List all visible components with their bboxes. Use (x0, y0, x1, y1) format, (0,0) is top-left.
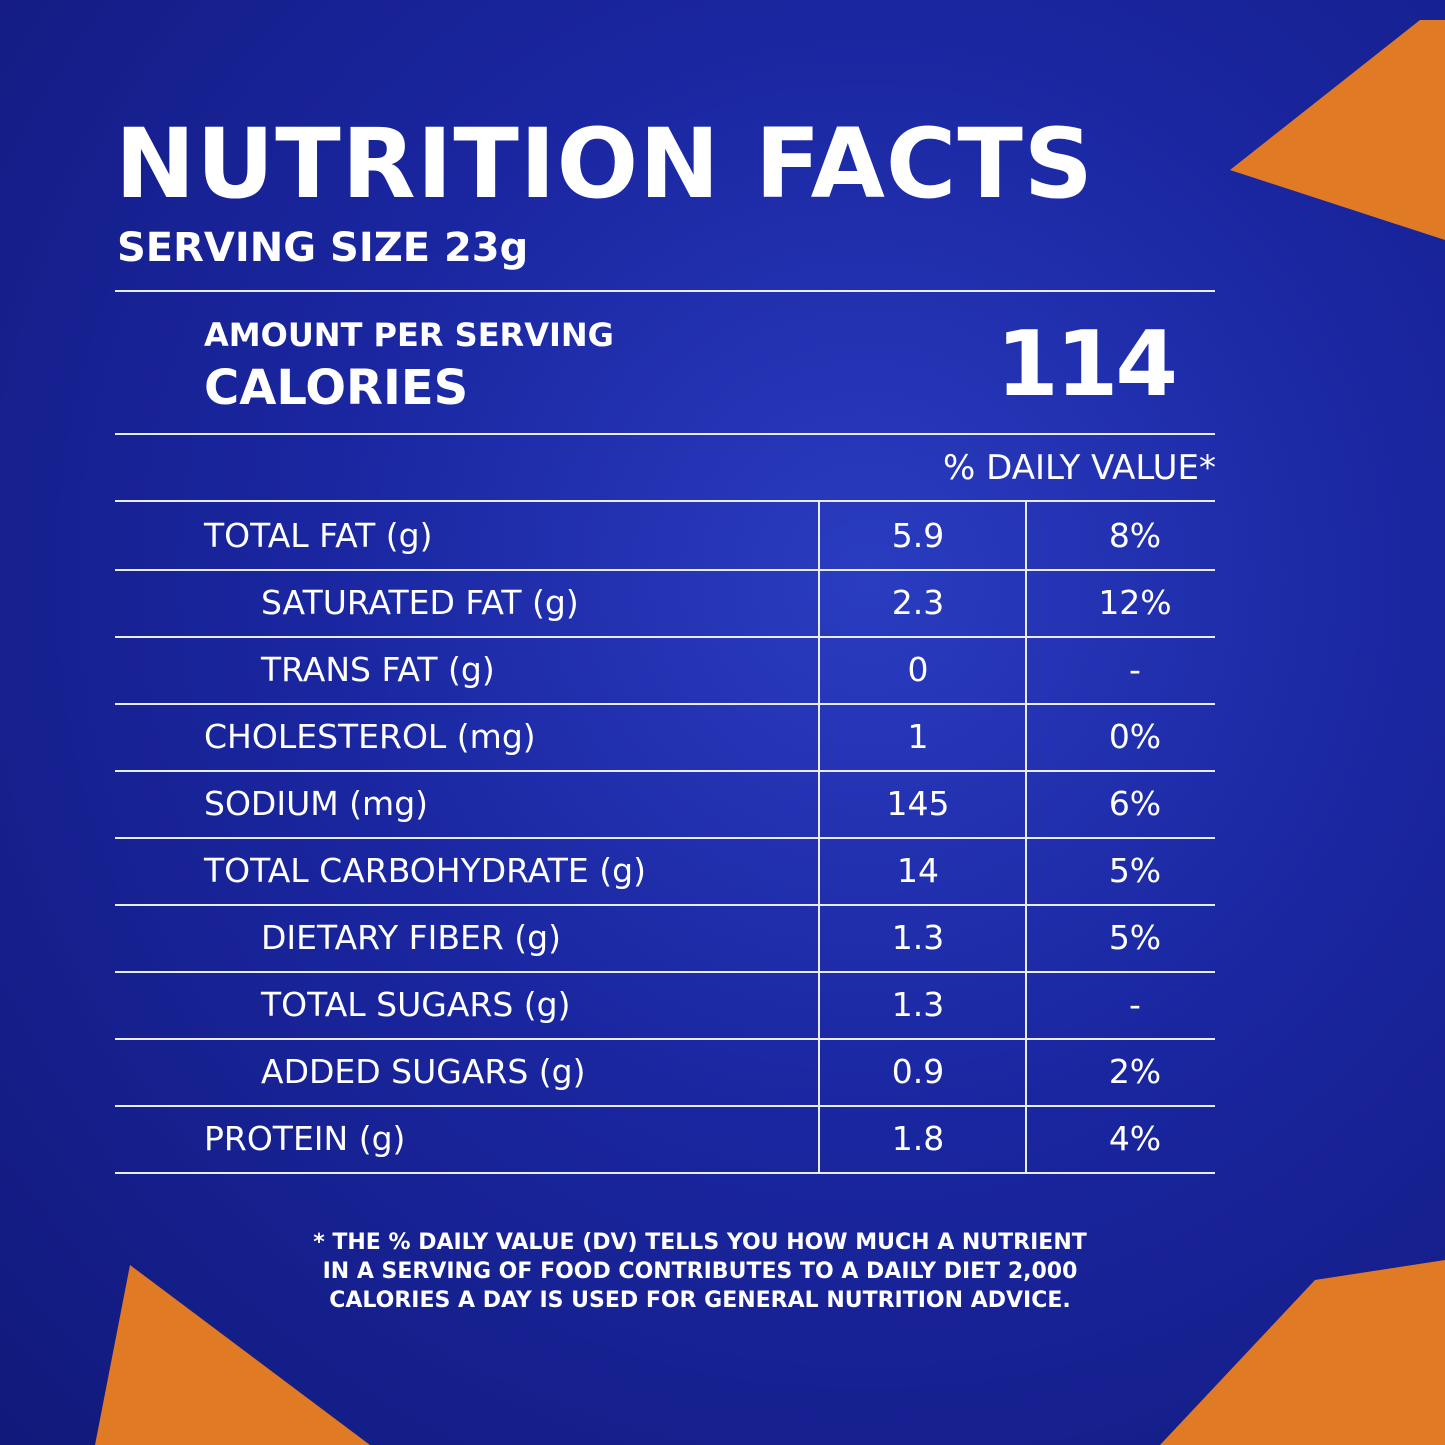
nutrient: DIETARY FIBER (g) (261, 918, 561, 957)
serving-size: SERVING SIZE 23g (117, 225, 529, 271)
amount: 1 (907, 717, 929, 756)
amount: 14 (897, 851, 939, 890)
amount: 145 (886, 784, 950, 823)
amount: 0.9 (891, 1052, 945, 1091)
footnote-line: CALORIES A DAY IS USED FOR GENERAL NUTRI… (329, 1288, 1071, 1313)
nutrient: PROTEIN (g) (204, 1119, 406, 1158)
table-row: SATURATED FAT (g) 2.3 12% (115, 569, 1215, 638)
nutrient: CHOLESTEROL (mg) (204, 717, 536, 756)
amount: 2.3 (891, 583, 945, 622)
chip (1230, 20, 1445, 240)
daily-value: 5% (1108, 918, 1162, 957)
daily-value: - (1129, 650, 1141, 689)
rule (115, 500, 1215, 502)
nutrient: SATURATED FAT (g) (261, 583, 579, 622)
chip (1160, 1260, 1445, 1445)
chip (95, 1265, 370, 1445)
rule (115, 290, 1215, 292)
calories-value: 114 (996, 312, 1178, 417)
table-row: TOTAL FAT (g) 5.9 8% (115, 502, 1215, 571)
table-row: PROTEIN (g) 1.8 4% (115, 1105, 1215, 1174)
footnote: * THE % DAILY VALUE (DV) TELLS YOU HOW M… (0, 1228, 1400, 1315)
daily-value: 2% (1108, 1052, 1162, 1091)
nutrient: TRANS FAT (g) (261, 650, 495, 689)
calories-label: CALORIES (204, 360, 469, 416)
amount-label: AMOUNT PER SERVING (204, 316, 614, 354)
daily-value: 8% (1108, 516, 1162, 555)
nutrient: TOTAL CARBOHYDRATE (g) (204, 851, 646, 890)
table-row: DIETARY FIBER (g) 1.3 5% (115, 904, 1215, 973)
column-rule (1025, 502, 1027, 1172)
nutrient: SODIUM (mg) (204, 784, 429, 823)
amount: 0 (907, 650, 929, 689)
table-row: SODIUM (mg) 145 6% (115, 770, 1215, 839)
footnote-line: * THE % DAILY VALUE (DV) TELLS YOU HOW M… (313, 1230, 1087, 1255)
table-row: ADDED SUGARS (g) 0.9 2% (115, 1038, 1215, 1107)
dv-header: % DAILY VALUE* (943, 448, 1216, 488)
rule (115, 433, 1215, 435)
table-row: CHOLESTEROL (mg) 1 0% (115, 703, 1215, 772)
amount: 1.8 (891, 1119, 945, 1158)
column-rule (818, 502, 820, 1172)
daily-value: 6% (1108, 784, 1162, 823)
table-row: TRANS FAT (g) 0 - (115, 636, 1215, 705)
table-row: TOTAL SUGARS (g) 1.3 - (115, 971, 1215, 1040)
nutrient: ADDED SUGARS (g) (261, 1052, 586, 1091)
nutrient: TOTAL FAT (g) (204, 516, 433, 555)
daily-value: 5% (1108, 851, 1162, 890)
title: NUTRITION FACTS (115, 108, 1094, 220)
footnote-line: IN A SERVING OF FOOD CONTRIBUTES TO A DA… (322, 1259, 1078, 1284)
nutrient: TOTAL SUGARS (g) (261, 985, 571, 1024)
daily-value: 4% (1108, 1119, 1162, 1158)
amount: 5.9 (891, 516, 945, 555)
daily-value: 0% (1108, 717, 1162, 756)
table-row: TOTAL CARBOHYDRATE (g) 14 5% (115, 837, 1215, 906)
daily-value: - (1129, 985, 1141, 1024)
amount: 1.3 (891, 918, 945, 957)
amount: 1.3 (891, 985, 945, 1024)
daily-value: 12% (1098, 583, 1172, 622)
